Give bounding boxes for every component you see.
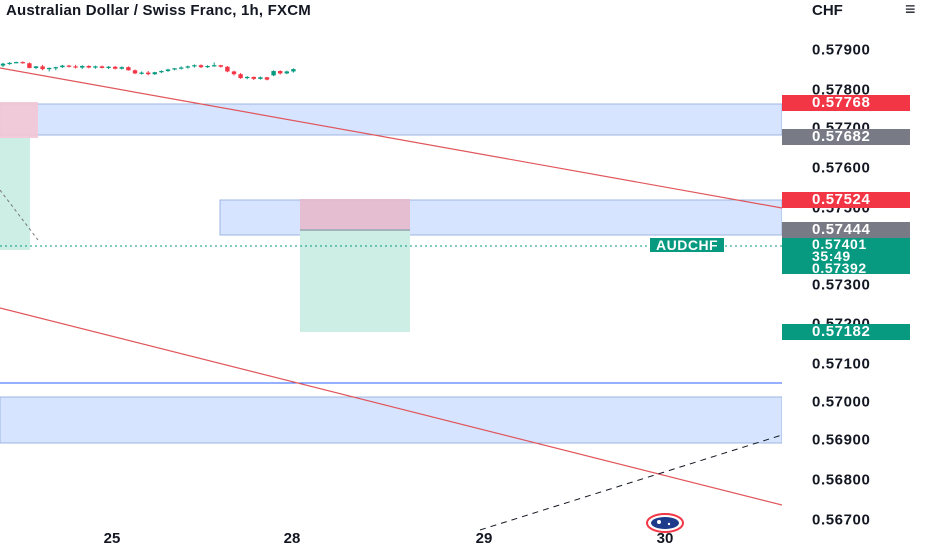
candle-body — [278, 71, 283, 74]
time-label: 30 — [656, 530, 674, 547]
candle-body — [126, 67, 131, 71]
price-badge-stop-loss: 0.57524 — [782, 192, 910, 208]
candle-body — [264, 77, 270, 80]
candle-body — [53, 67, 58, 69]
candle-body — [152, 72, 157, 75]
candle-body — [14, 62, 19, 64]
candle-body — [205, 65, 210, 68]
candle-body — [93, 66, 98, 68]
candle-body — [251, 76, 256, 79]
candle-body — [159, 71, 164, 73]
position-take-profit-area — [300, 230, 410, 332]
price-tick: 0.57100 — [812, 355, 871, 373]
candle-body — [47, 67, 52, 70]
candle-body — [231, 71, 237, 75]
price-tick: 0.57600 — [812, 159, 871, 177]
old-position-stop-area — [0, 102, 38, 138]
live-price-badge: 0.57401 35:49 0.57392 — [782, 236, 910, 276]
position-stop-loss-area — [300, 199, 410, 229]
candle-body — [132, 70, 138, 74]
candle-body — [284, 71, 289, 74]
candle-body — [185, 66, 190, 68]
candle-body — [146, 72, 151, 75]
candle-body — [225, 66, 230, 72]
demand-zone-lower — [0, 396, 782, 444]
candle-body — [7, 62, 12, 65]
candle-body — [245, 76, 250, 79]
economic-event-flag-icon[interactable] — [645, 512, 685, 534]
price-chart[interactable] — [0, 0, 782, 550]
candle-body — [40, 66, 45, 70]
time-label: 29 — [475, 530, 493, 547]
time-label: 25 — [103, 530, 121, 547]
price-badge-take-profit: 0.57182 — [782, 324, 910, 340]
candle-body — [172, 68, 177, 70]
bid-price: 0.57392 — [812, 260, 867, 276]
candle-body — [119, 67, 124, 69]
supply-zone-upper — [0, 103, 782, 136]
candle-body — [198, 65, 204, 68]
candle-body — [86, 65, 91, 68]
time-label: 28 — [283, 530, 301, 547]
price-tick: 0.56800 — [812, 471, 871, 489]
price-tick: 0.57900 — [812, 41, 871, 59]
candle-body — [80, 65, 85, 68]
bar-countdown: 35:49 — [812, 248, 851, 264]
projection-dashed-line — [479, 434, 782, 531]
candle-body — [73, 66, 78, 68]
old-position-target-area — [0, 138, 30, 250]
live-price: 0.57401 — [812, 236, 867, 252]
price-badge-upper-resistance: 0.57768 — [782, 95, 910, 111]
candle-body — [0, 63, 6, 66]
price-badge-entry: 0.57444 — [782, 222, 910, 238]
candle-body — [60, 65, 65, 68]
candle-body — [192, 65, 197, 67]
candle-body — [33, 66, 39, 68]
candle-body — [66, 65, 72, 67]
price-tick: 0.56700 — [812, 511, 871, 529]
menu-icon[interactable]: ≡ — [905, 0, 916, 19]
candle-body — [291, 69, 296, 72]
candle-body — [27, 63, 32, 68]
price-tick: 0.56900 — [812, 431, 871, 449]
candle-body — [212, 65, 217, 67]
price-tick: 0.57000 — [812, 393, 871, 411]
candle-body — [106, 66, 111, 68]
price-tick: 0.57800 — [812, 81, 871, 99]
trendline-lower — [0, 307, 782, 506]
trendline-upper — [0, 67, 782, 209]
candle-body — [139, 72, 144, 74]
candle-body — [179, 67, 184, 69]
old-position-dashed-line — [0, 189, 39, 241]
currency-label[interactable]: CHF — [812, 2, 843, 19]
candle-body — [99, 66, 105, 68]
candle-body — [218, 65, 223, 67]
chart-title: Australian Dollar / Swiss Franc, 1h, FXC… — [6, 2, 311, 19]
candle-body — [165, 69, 171, 72]
candle-body — [271, 71, 276, 76]
price-badge-zone-bottom: 0.57682 — [782, 129, 910, 145]
candle-body — [258, 77, 263, 79]
symbol-tag: AUDCHF — [650, 238, 725, 252]
candle-body — [20, 62, 25, 64]
candle-body — [238, 74, 243, 79]
candle-body — [113, 66, 118, 69]
price-tick: 0.57300 — [812, 276, 871, 294]
